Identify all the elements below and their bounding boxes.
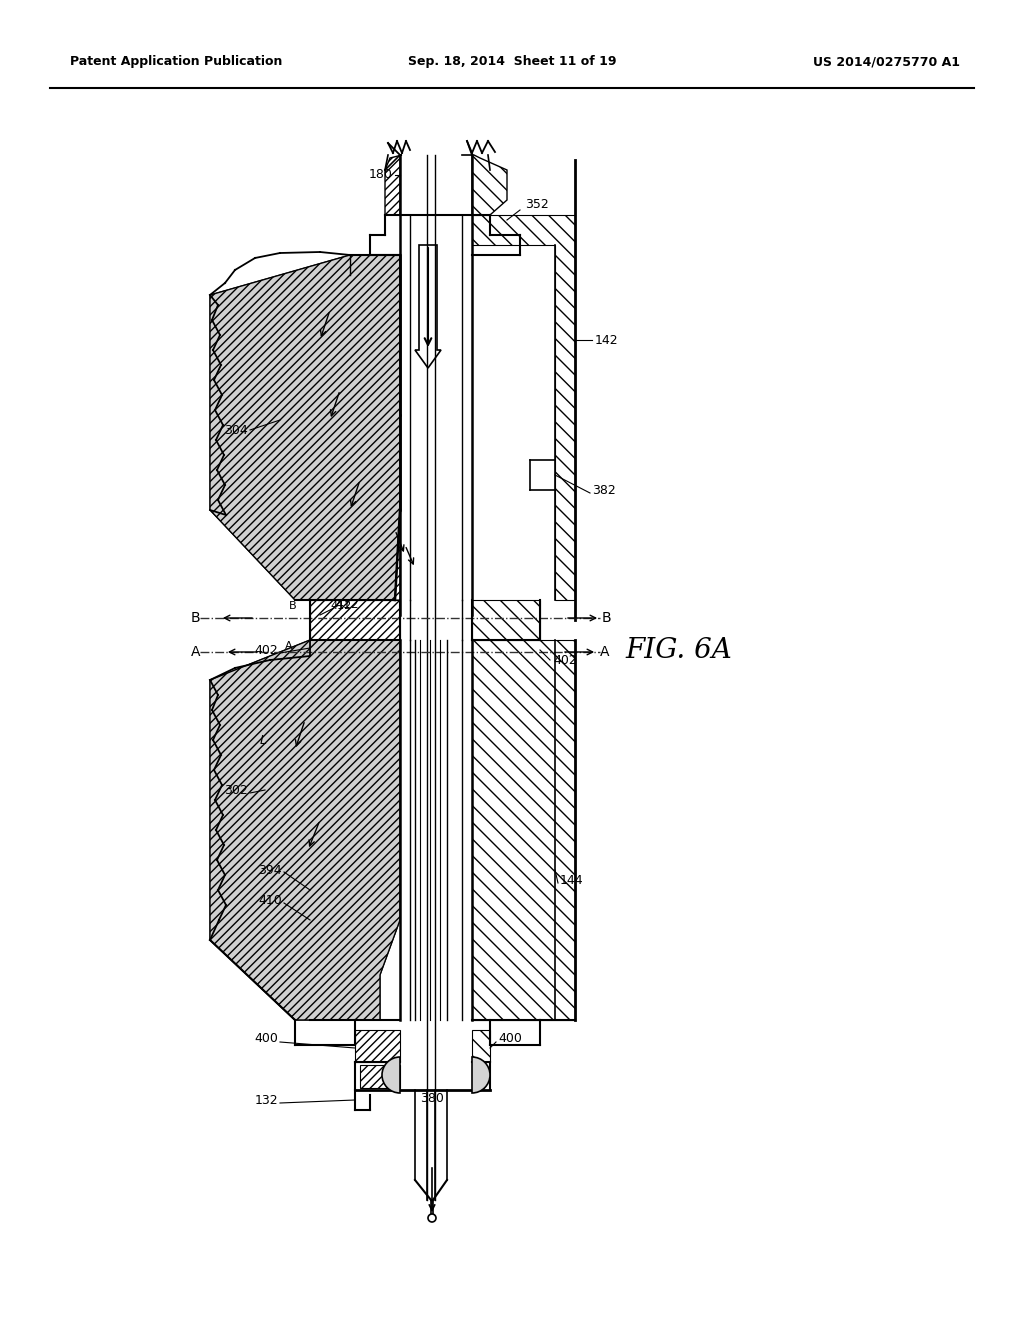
Polygon shape	[210, 640, 400, 1020]
Circle shape	[428, 1214, 436, 1222]
Text: A: A	[190, 645, 200, 659]
Wedge shape	[382, 1057, 400, 1093]
Text: 132: 132	[254, 1093, 278, 1106]
Text: Sep. 18, 2014  Sheet 11 of 19: Sep. 18, 2014 Sheet 11 of 19	[408, 55, 616, 69]
Text: B: B	[289, 601, 297, 611]
Text: L: L	[260, 734, 267, 747]
Polygon shape	[210, 255, 400, 601]
Text: 402: 402	[254, 644, 278, 656]
Text: 142: 142	[595, 334, 618, 346]
Text: US 2014/0275770 A1: US 2014/0275770 A1	[813, 55, 961, 69]
Text: 394: 394	[258, 863, 282, 876]
Text: 352: 352	[525, 198, 549, 211]
Polygon shape	[310, 601, 400, 640]
Wedge shape	[472, 1057, 490, 1093]
Polygon shape	[210, 640, 400, 1020]
Polygon shape	[472, 154, 507, 215]
Text: 382: 382	[592, 483, 615, 496]
Text: A: A	[600, 645, 609, 659]
Text: 410: 410	[258, 894, 282, 907]
Text: 400: 400	[498, 1031, 522, 1044]
Text: B: B	[602, 611, 611, 624]
Polygon shape	[360, 1065, 400, 1088]
Text: 380: 380	[420, 1092, 444, 1105]
Polygon shape	[472, 601, 540, 640]
Polygon shape	[210, 255, 400, 601]
Polygon shape	[210, 255, 400, 601]
Polygon shape	[355, 1030, 400, 1063]
Text: 412: 412	[335, 598, 358, 611]
Polygon shape	[472, 215, 575, 601]
Text: 412: 412	[330, 601, 351, 611]
Text: 302: 302	[224, 784, 248, 796]
Text: Patent Application Publication: Patent Application Publication	[70, 55, 283, 69]
Polygon shape	[415, 246, 441, 368]
Text: 304: 304	[224, 424, 248, 437]
Text: 400: 400	[254, 1031, 278, 1044]
Polygon shape	[472, 1030, 490, 1063]
Text: FIG. 6A: FIG. 6A	[625, 636, 732, 664]
Text: B: B	[190, 611, 200, 624]
Polygon shape	[210, 640, 400, 1020]
Polygon shape	[385, 154, 402, 215]
Text: A: A	[286, 642, 293, 651]
Text: 180: 180	[369, 169, 393, 181]
Text: 402: 402	[553, 653, 577, 667]
Text: 144: 144	[560, 874, 584, 887]
Polygon shape	[472, 1065, 484, 1088]
Polygon shape	[472, 640, 575, 1020]
